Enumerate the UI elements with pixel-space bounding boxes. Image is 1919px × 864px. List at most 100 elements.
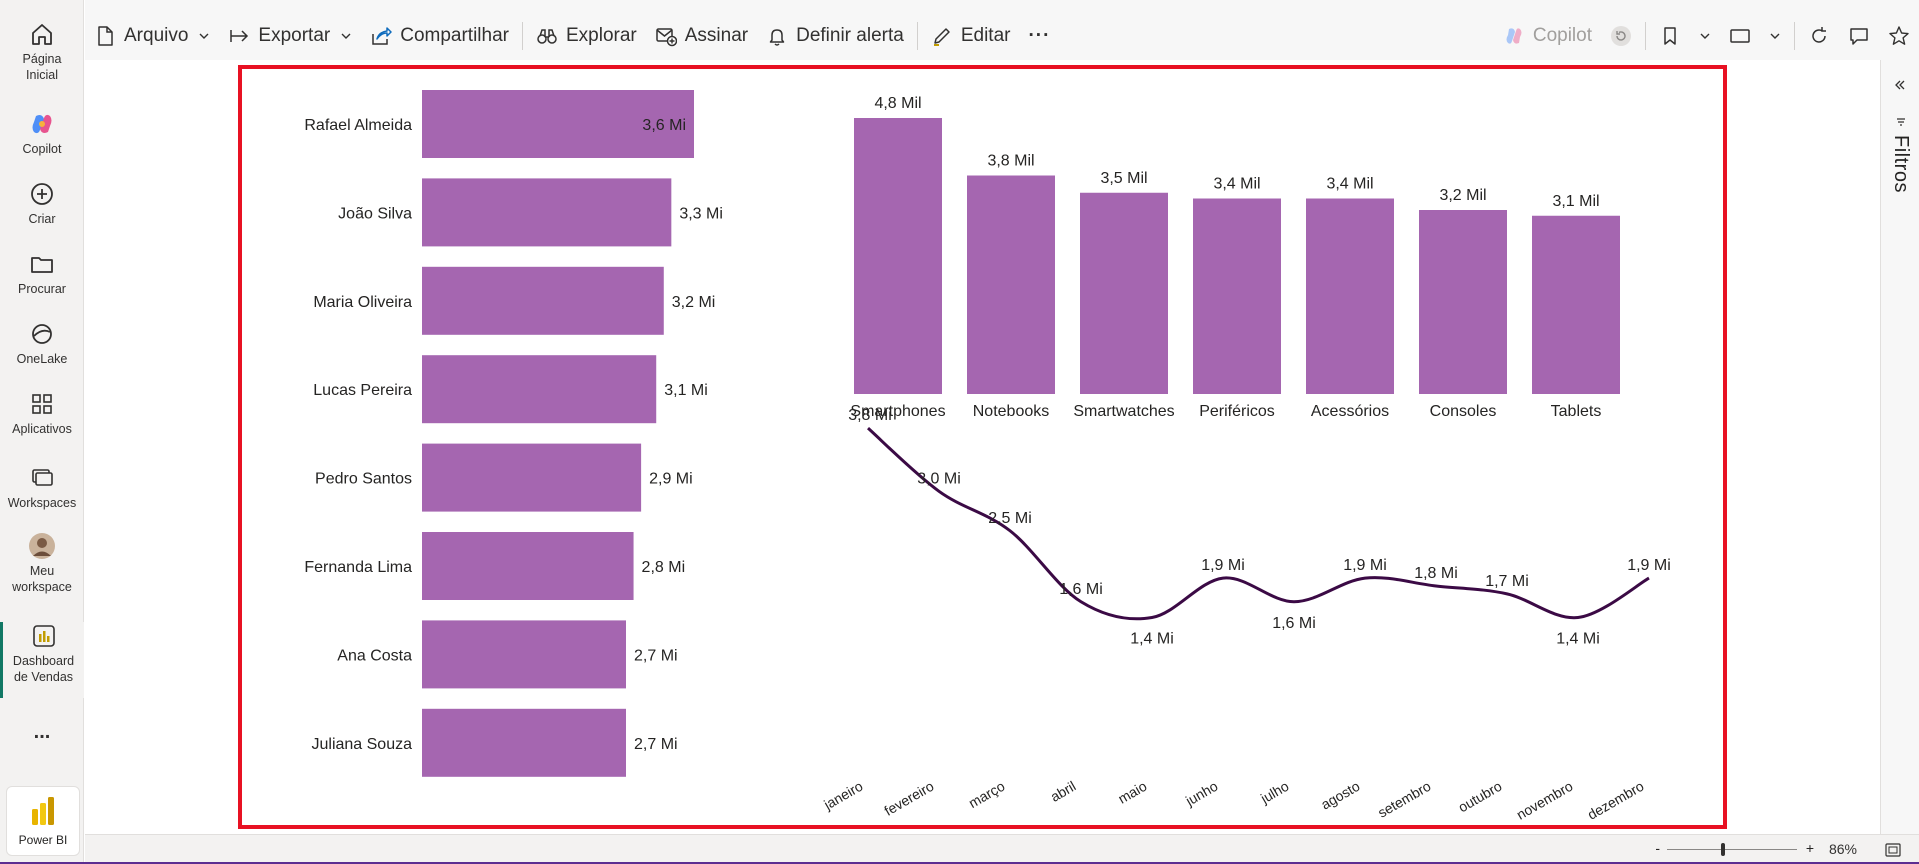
nav-home[interactable]: Página Inicial xyxy=(0,20,84,83)
nav-copilot-label: Copilot xyxy=(22,142,62,156)
nav-copilot[interactable]: Copilot xyxy=(0,110,84,157)
filters-pane[interactable] xyxy=(1880,60,1919,834)
category-bar xyxy=(1193,198,1281,394)
zoom-slider[interactable] xyxy=(1667,843,1797,856)
seller-label: Pedro Santos xyxy=(315,471,412,488)
month-data-label: 1,6 Mi xyxy=(1059,581,1103,598)
toolbar-divider xyxy=(1645,22,1646,50)
undo-circle-icon xyxy=(1611,26,1631,46)
seller-data-label: 2,9 Mi xyxy=(649,471,693,488)
category-data-label: 3,4 Mil xyxy=(1213,176,1260,193)
chevron-down-icon xyxy=(199,33,209,39)
month-label: maio xyxy=(1115,778,1149,807)
refresh-button[interactable] xyxy=(1799,12,1839,60)
nav-onelake-label: OneLake xyxy=(16,352,68,366)
nav-browse[interactable]: Procurar xyxy=(0,250,84,297)
report-visuals: Rafael Almeida 3,6 Mi João Silva 3,3 Mi Mari… xyxy=(304,90,1671,823)
collapse-chevron-icon[interactable] xyxy=(1893,78,1907,92)
nav-onelake[interactable]: OneLake xyxy=(0,320,84,367)
sales-by-month-line-chart[interactable]: 3,8 Mi janeiro 3,0 Mi fevereiro 2,5 Mi março 1… xyxy=(820,407,1671,823)
comment-icon xyxy=(1850,28,1868,45)
category-label: Notebooks xyxy=(973,403,1050,420)
seller-data-label: 2,7 Mi xyxy=(634,647,678,664)
document-icon xyxy=(98,26,113,46)
sales-by-seller-bar-chart[interactable]: Rafael Almeida 3,6 Mi João Silva 3,3 Mi Mari… xyxy=(304,90,723,777)
nav-create-label: Criar xyxy=(28,212,56,226)
zoom-level: 86% xyxy=(1828,841,1857,857)
favorite-button[interactable] xyxy=(1879,12,1919,60)
subscribe-button[interactable]: Assinar xyxy=(646,12,757,60)
view-button[interactable] xyxy=(1720,12,1790,60)
zoom-in-button[interactable]: + xyxy=(1805,840,1814,856)
export-menu-label: Exportar xyxy=(258,25,331,46)
seller-data-label: 3,6 Mi xyxy=(642,117,686,134)
comments-button[interactable] xyxy=(1839,12,1879,60)
file-menu-label: Arquivo xyxy=(124,25,189,46)
seller-label: Maria Oliveira xyxy=(313,294,412,311)
month-data-label: 1,9 Mi xyxy=(1201,557,1245,574)
explore-button[interactable]: Explorar xyxy=(527,12,646,60)
month-data-label: 1,4 Mi xyxy=(1130,631,1174,648)
category-label: Periféricos xyxy=(1199,403,1275,420)
seller-bar xyxy=(422,443,642,512)
seller-label: Fernanda Lima xyxy=(304,559,412,576)
reset-button[interactable] xyxy=(1601,12,1641,60)
zoom-slider-thumb[interactable] xyxy=(1720,843,1725,856)
set-alert-button[interactable]: Definir alerta xyxy=(757,12,913,60)
seller-bar xyxy=(422,532,634,600)
seller-bar xyxy=(422,620,626,689)
share-label: Compartilhar xyxy=(400,25,509,46)
sales-by-category-column-chart[interactable]: 4,8 Mil Smartphones 3,8 Mil Notebooks 3,5 Mi… xyxy=(850,95,1620,420)
copilot-label: Copilot xyxy=(1532,25,1592,46)
month-data-label: 1,9 Mi xyxy=(1343,557,1387,574)
month-data-label: 3,0 Mi xyxy=(917,470,961,487)
star-icon xyxy=(1889,26,1909,45)
export-menu-button[interactable]: Exportar xyxy=(219,12,361,60)
nav-create[interactable]: Criar xyxy=(0,180,84,227)
set-alert-label: Definir alerta xyxy=(796,25,904,46)
nav-more-button[interactable]: ... xyxy=(0,722,84,742)
seller-data-label: 2,7 Mi xyxy=(634,736,678,753)
month-label: fevereiro xyxy=(881,778,936,819)
file-menu-button[interactable]: Arquivo xyxy=(85,12,219,60)
seller-label: Juliana Souza xyxy=(311,736,412,753)
month-label: setembro xyxy=(1375,778,1434,821)
category-label: Smartphones xyxy=(850,403,945,420)
mail-plus-icon xyxy=(656,28,677,47)
folder-icon xyxy=(31,257,53,273)
nav-browse-label: Procurar xyxy=(18,282,66,296)
bookmark-button[interactable] xyxy=(1650,12,1720,60)
seller-label: Rafael Almeida xyxy=(304,117,412,134)
zoom-out-button[interactable]: - xyxy=(1655,840,1660,856)
filters-label[interactable]: Filtros xyxy=(1890,135,1912,193)
toolbar-divider xyxy=(522,22,523,50)
chevron-down-icon xyxy=(1770,33,1780,39)
filter-icon xyxy=(1897,118,1905,126)
nav-apps[interactable]: Aplicativos xyxy=(0,390,84,437)
bookmark-icon xyxy=(1664,27,1676,45)
monthly-sales-line xyxy=(867,427,1650,621)
seller-data-label: 3,2 Mi xyxy=(672,294,716,311)
powerbi-home-tile[interactable]: Power BI xyxy=(6,786,80,856)
copilot-button[interactable]: Copilot xyxy=(1494,12,1601,60)
nav-home-label-2: Inicial xyxy=(26,68,58,82)
nav-my-workspace[interactable]: Meu workspace xyxy=(0,532,84,595)
month-data-label: 3,8 Mi xyxy=(848,407,892,424)
top-strip xyxy=(85,0,1919,12)
more-options-button[interactable]: ··· xyxy=(1019,12,1059,60)
category-bar xyxy=(1419,210,1507,394)
subscribe-label: Assinar xyxy=(684,25,749,46)
refresh-icon xyxy=(1812,27,1826,43)
powerbi-logo-icon xyxy=(32,797,54,825)
edit-button[interactable]: Editar xyxy=(922,12,1020,60)
nav-dashboard-vendas[interactable]: Dashboard de Vendas xyxy=(0,622,84,698)
category-bar xyxy=(967,175,1055,394)
category-bar xyxy=(854,118,942,394)
category-data-label: 3,2 Mil xyxy=(1439,187,1486,204)
fit-page-icon[interactable] xyxy=(1885,843,1901,857)
nav-workspaces[interactable]: Workspaces xyxy=(0,464,84,511)
share-button[interactable]: Compartilhar xyxy=(361,12,518,60)
nav-apps-label: Aplicativos xyxy=(12,422,72,436)
nav-dashboard-label-2: de Vendas xyxy=(13,670,74,684)
seller-data-label: 2,8 Mi xyxy=(642,559,686,576)
